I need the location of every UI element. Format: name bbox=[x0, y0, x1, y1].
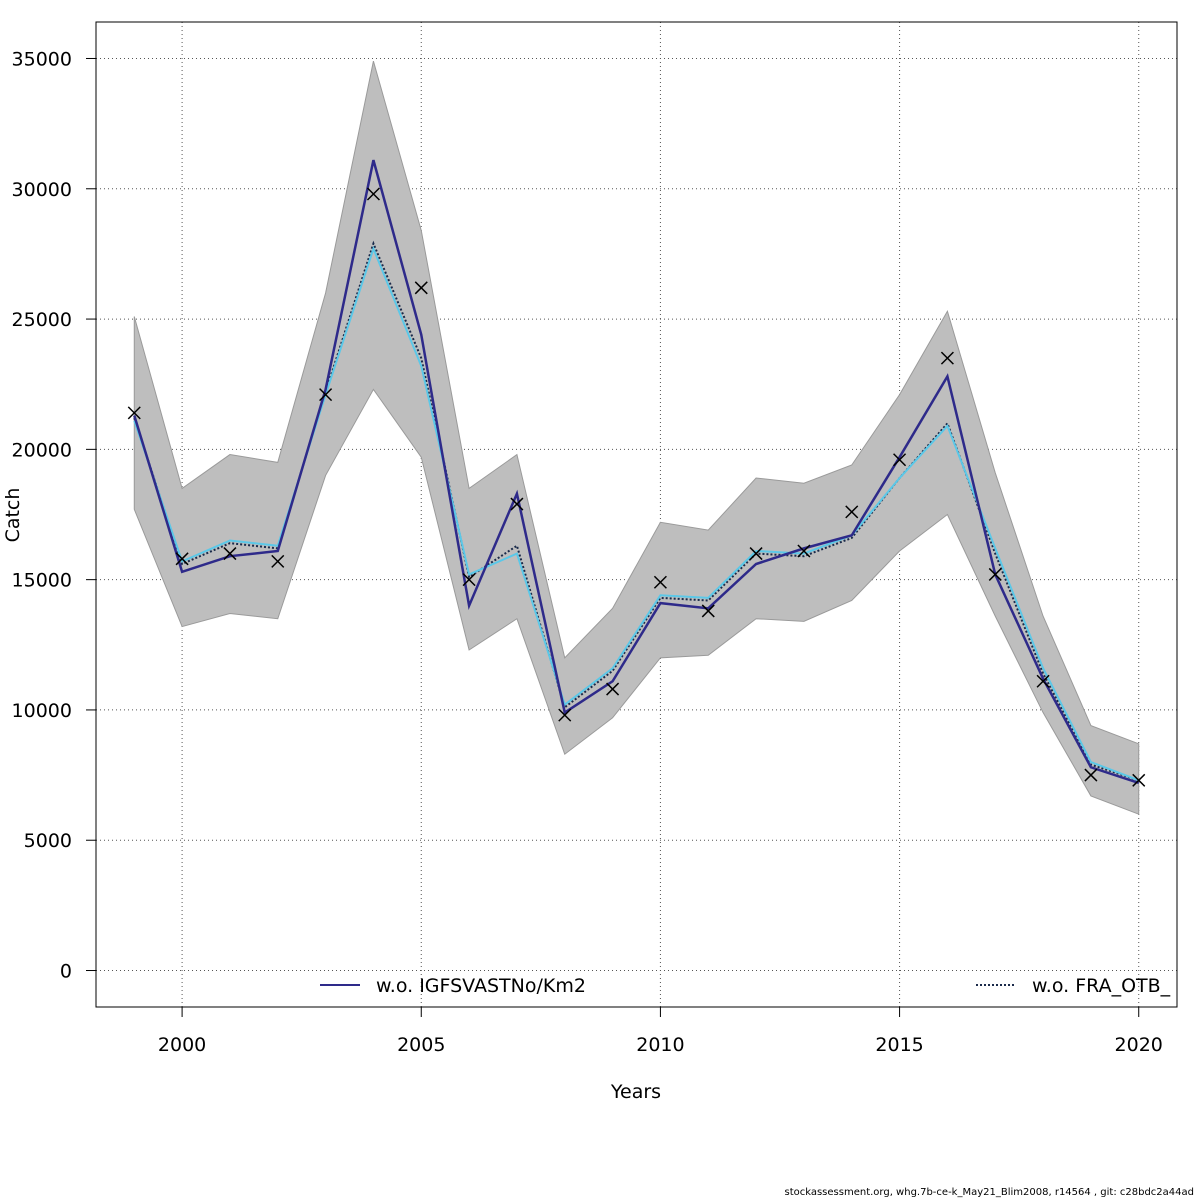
observed-point-2008 bbox=[558, 708, 572, 722]
observed-point-2012 bbox=[749, 547, 763, 561]
x-axis-title: Years bbox=[610, 1081, 661, 1103]
observed-point-2000 bbox=[175, 552, 189, 566]
observed-markers bbox=[127, 187, 1146, 787]
observed-cross-b bbox=[988, 567, 1002, 581]
y-tick-label-10000: 10000 bbox=[12, 700, 72, 722]
observed-cross-b bbox=[366, 187, 380, 201]
y-tick-label-5000: 5000 bbox=[24, 830, 72, 852]
observed-cross-b bbox=[893, 453, 907, 467]
observed-cross-b bbox=[749, 547, 763, 561]
y-tick-label-35000: 35000 bbox=[12, 48, 72, 70]
y-axis-title: Catch bbox=[2, 488, 24, 543]
series-lines bbox=[133, 159, 1140, 785]
observed-cross-b bbox=[1084, 768, 1098, 782]
observed-cross-b bbox=[462, 573, 476, 587]
x-tick-label-2020: 2020 bbox=[1115, 1034, 1163, 1056]
observed-cross-b bbox=[606, 682, 620, 696]
x-tick-label-2010: 2010 bbox=[636, 1034, 684, 1056]
observed-point-2020 bbox=[1132, 773, 1146, 787]
plot-frame bbox=[95, 21, 1178, 1008]
legend: w.o. IGFSVASTNo/Km2 w.o. FRA_OTB_ bbox=[320, 975, 1171, 997]
observed-cross-b bbox=[414, 281, 428, 295]
x-tick-label-2015: 2015 bbox=[875, 1034, 923, 1056]
observed-point-2019 bbox=[1084, 768, 1098, 782]
observed-cross-b bbox=[653, 575, 667, 589]
observed-cross-b bbox=[175, 552, 189, 566]
observed-point-2009 bbox=[606, 682, 620, 696]
legend-label-2: w.o. FRA_OTB_ bbox=[1032, 975, 1171, 997]
observed-point-2016 bbox=[940, 351, 954, 365]
observed-cross-b bbox=[797, 544, 811, 558]
observed-point-2006 bbox=[462, 573, 476, 587]
observed-point-2010 bbox=[653, 575, 667, 589]
y-tick-label-15000: 15000 bbox=[12, 570, 72, 592]
observed-point-2002 bbox=[271, 554, 285, 568]
series-line-1 bbox=[133, 159, 1140, 785]
observed-point-1999 bbox=[127, 406, 141, 420]
confidence-band bbox=[133, 60, 1140, 815]
observed-point-2013 bbox=[797, 544, 811, 558]
x-tick-label-2005: 2005 bbox=[397, 1034, 445, 1056]
observed-point-2004 bbox=[366, 187, 380, 201]
observed-cross-b bbox=[940, 351, 954, 365]
observed-cross-b bbox=[558, 708, 572, 722]
x-tick-label-2000: 2000 bbox=[158, 1034, 206, 1056]
observed-point-2011 bbox=[701, 604, 715, 618]
observed-cross-b bbox=[845, 505, 859, 519]
y-tick-label-25000: 25000 bbox=[12, 309, 72, 331]
observed-point-2018 bbox=[1036, 674, 1050, 688]
observed-point-2005 bbox=[414, 281, 428, 295]
y-tick-label-20000: 20000 bbox=[12, 439, 72, 461]
observed-cross-b bbox=[510, 497, 524, 511]
observed-point-2003 bbox=[319, 388, 333, 402]
observed-point-2014 bbox=[845, 505, 859, 519]
observed-point-2015 bbox=[893, 453, 907, 467]
legend-label-1: w.o. IGFSVASTNo/Km2 bbox=[376, 975, 586, 997]
observed-point-2017 bbox=[988, 567, 1002, 581]
observed-point-2001 bbox=[223, 547, 237, 561]
observed-cross-b bbox=[271, 554, 285, 568]
observed-cross-b bbox=[319, 388, 333, 402]
observed-cross-b bbox=[1132, 773, 1146, 787]
observed-cross-b bbox=[1036, 674, 1050, 688]
y-tick-label-30000: 30000 bbox=[12, 179, 72, 201]
y-tick-label-0: 0 bbox=[60, 961, 72, 983]
grid-lines bbox=[96, 22, 1177, 1007]
observed-point-2007 bbox=[510, 497, 524, 511]
footer-note: stockassessment.org, whg.7b-ce-k_May21_B… bbox=[784, 1187, 1194, 1198]
observed-cross-b bbox=[127, 406, 141, 420]
axes: 2000 2005 2010 2015 2020 0 5000 10000 15000 20000… bbox=[12, 48, 1163, 1056]
observed-cross-b bbox=[701, 604, 715, 618]
confidence-band-area bbox=[133, 60, 1140, 815]
observed-cross-b bbox=[223, 547, 237, 561]
